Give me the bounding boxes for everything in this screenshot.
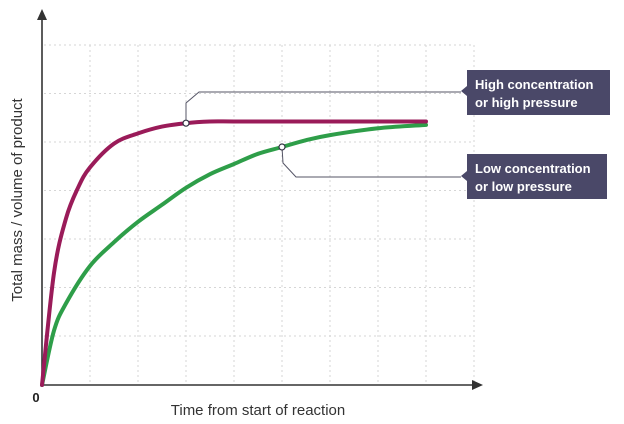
callout-high-line-1: High concentration xyxy=(475,77,594,92)
callout-low-concentration: Low concentration or low pressure xyxy=(467,154,607,199)
callout-high-line-2: or high pressure xyxy=(475,95,578,110)
leader-line-high xyxy=(185,91,461,124)
y-axis-arrow xyxy=(37,9,47,20)
leader-line-low xyxy=(281,146,461,178)
origin-label: 0 xyxy=(32,390,39,405)
leader-layer xyxy=(182,91,461,178)
series-layer xyxy=(40,119,428,387)
low-concentration-curve xyxy=(40,122,428,387)
callout-low-line-1: Low concentration xyxy=(475,161,591,176)
y-axis-label: Total mass / volume of product xyxy=(9,97,26,301)
callout-low-line-2: or low pressure xyxy=(475,179,572,194)
high-concentration-curve xyxy=(40,119,428,387)
marker-high xyxy=(182,119,190,127)
x-axis-arrow xyxy=(472,380,483,390)
callout-high-pointer xyxy=(461,86,467,96)
grid xyxy=(44,44,475,383)
callout-high-concentration: High concentration or high pressure xyxy=(467,70,610,115)
callout-low-pointer xyxy=(461,171,467,181)
x-axis-label: Time from start of reaction xyxy=(171,402,346,419)
marker-low xyxy=(278,143,286,151)
